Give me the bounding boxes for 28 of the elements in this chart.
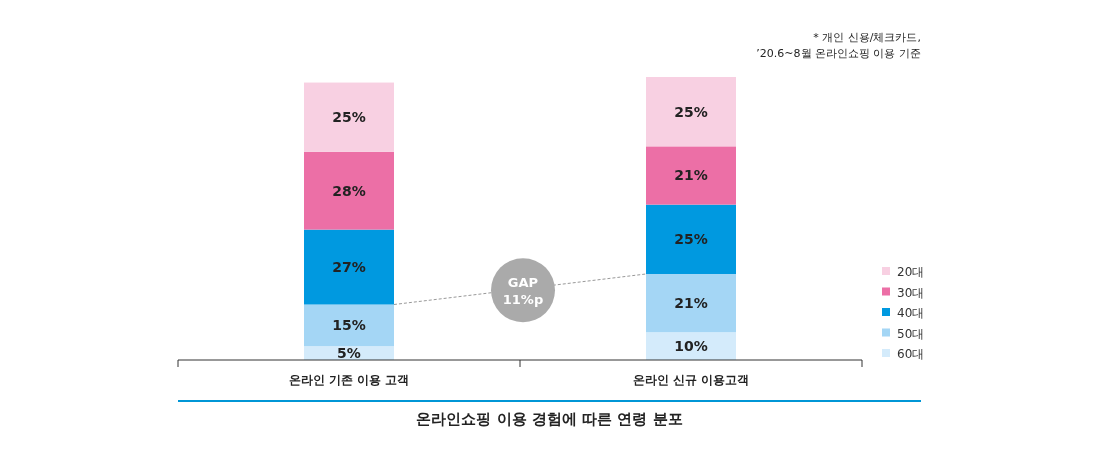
legend-label: 60대 [897, 347, 925, 361]
bar [304, 151, 394, 230]
bar [304, 229, 394, 305]
data-label: 27% [332, 259, 366, 276]
data-label: 5% [337, 345, 361, 362]
data-label: 25% [674, 231, 708, 248]
annotation: GAP 11%p [502, 274, 544, 307]
data-label: 28% [332, 182, 366, 199]
x-tick-label: 온라인 기존 이용 고객 [288, 373, 410, 387]
legend-label: 50대 [897, 326, 925, 341]
data-label: 21% [674, 295, 708, 312]
bar [304, 82, 394, 152]
text: 온라인쇼핑 이용 경험에 따른 연령 분포 [416, 410, 683, 428]
x-tick-label: 온라인 신규 이용고객 [632, 373, 750, 387]
legend-label: 40대 [897, 306, 925, 320]
data-label: 25% [674, 103, 708, 120]
legend-label: 20대 [897, 265, 925, 279]
data-label: 10% [674, 338, 708, 355]
data-label: 25% [332, 109, 366, 126]
bar [646, 204, 736, 274]
bar [304, 304, 394, 347]
bar [646, 77, 736, 147]
bar [646, 273, 736, 333]
bar [646, 146, 736, 205]
text: * 개인 신용/체크카드, ’20.6~8월 온라인쇼핑 이용 기준 [756, 31, 921, 60]
legend-label: 30대 [897, 285, 925, 300]
data-label: 15% [332, 317, 366, 334]
data-label: 21% [674, 167, 708, 184]
